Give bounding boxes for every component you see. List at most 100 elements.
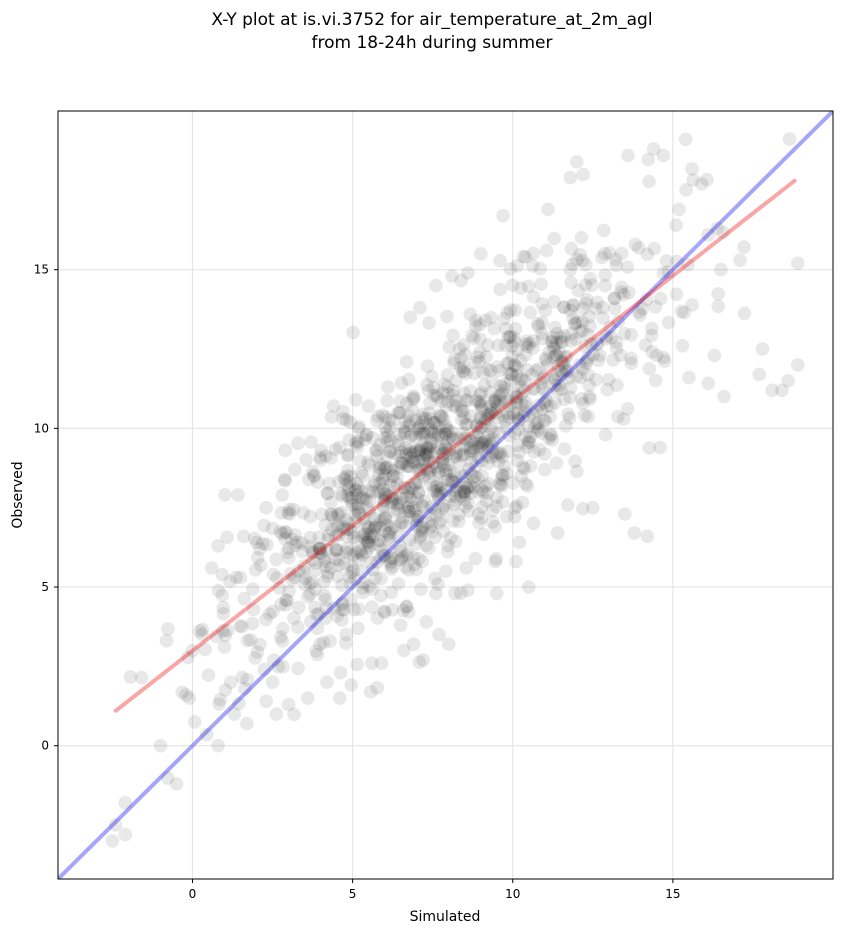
scatter-point (566, 298, 581, 313)
scatter-point (443, 464, 457, 478)
scatter-point (377, 605, 392, 620)
scatter-point (399, 600, 414, 614)
scatter-point (456, 338, 471, 353)
scatter-point (566, 298, 580, 312)
scatter-point (384, 495, 399, 510)
scatter-point (419, 462, 434, 477)
scatter-point (523, 430, 538, 444)
scatter-points (105, 132, 805, 848)
scatter-point (526, 382, 541, 397)
scatter-point (518, 399, 533, 414)
scatter-point (295, 536, 309, 550)
scatter-point (494, 387, 509, 401)
scatter-point (470, 350, 485, 364)
scatter-point (406, 392, 420, 407)
scatter-point (423, 507, 438, 522)
scatter-point (782, 132, 797, 146)
scatter-point (583, 319, 597, 333)
scatter-point (324, 451, 338, 465)
scatter-point (439, 483, 453, 498)
scatter-point (755, 342, 770, 356)
scatter-point (341, 483, 356, 497)
scatter-point (456, 364, 471, 378)
scatter-point (502, 356, 516, 370)
scatter-point (541, 357, 555, 372)
scatter-point (457, 386, 472, 400)
scatter-point (489, 586, 504, 601)
scatter-point (342, 546, 357, 560)
scatter-point (348, 572, 362, 586)
scatter-point (368, 518, 383, 532)
scatter-point (324, 410, 339, 424)
scatter-point (349, 488, 364, 502)
scatter-point (380, 394, 394, 408)
scatter-point (336, 404, 350, 419)
scatter-point (472, 440, 486, 454)
scatter-point (386, 551, 400, 565)
scatter-point (439, 427, 453, 442)
scatter-point (510, 259, 524, 273)
scatter-point (310, 647, 325, 662)
scatter-point (397, 643, 411, 658)
scatter-point (484, 310, 499, 325)
scatter-point (677, 305, 692, 320)
scatter-point (422, 406, 437, 420)
scatter-point (362, 541, 376, 555)
scatter-point (326, 510, 340, 525)
scatter-point (274, 506, 289, 520)
scatter-point (336, 596, 350, 610)
scatter-point (608, 301, 622, 316)
scatter-point (582, 378, 596, 393)
scatter-point (337, 602, 352, 617)
scatter-point (467, 469, 482, 484)
scatter-point (539, 353, 553, 367)
scatter-point (343, 576, 358, 591)
scatter-point (590, 337, 605, 352)
scatter-point (301, 691, 315, 705)
scatter-point (422, 445, 437, 460)
scatter-point (682, 370, 696, 385)
scatter-point (333, 691, 347, 705)
scatter-point (586, 500, 600, 515)
scatter-point (358, 432, 372, 447)
scatter-point (374, 588, 388, 603)
scatter-point (457, 485, 471, 499)
scatter-point (353, 491, 368, 505)
scatter-point (290, 535, 305, 550)
scatter-point (288, 462, 302, 477)
x-tick-label: 5 (349, 887, 357, 901)
scatter-point (404, 450, 419, 465)
scatter-point (428, 446, 442, 460)
scatter-point (423, 520, 437, 535)
scatter-point (510, 390, 524, 405)
scatter-point (448, 494, 463, 508)
scatter-point (330, 520, 345, 534)
scatter-point (395, 550, 410, 565)
scatter-point (669, 218, 683, 232)
scatter-point (440, 368, 455, 382)
scatter-point (313, 542, 328, 556)
scatter-point (248, 563, 263, 577)
scatter-point (279, 525, 294, 540)
scatter-point (527, 420, 542, 435)
scatter-point (393, 539, 408, 554)
scatter-point (339, 636, 353, 650)
scatter-point (547, 295, 561, 309)
scatter-point (499, 466, 514, 481)
scatter-point (403, 481, 417, 496)
scatter-point (419, 445, 434, 460)
scatter-point (441, 544, 455, 559)
scatter-point (737, 240, 751, 254)
scatter-point (439, 399, 454, 414)
scatter-point (381, 429, 395, 443)
scatter-point (463, 409, 478, 423)
scatter-point (459, 432, 473, 446)
scatter-point (674, 304, 689, 319)
scatter-point (456, 426, 471, 441)
scatter-point (425, 525, 439, 539)
scatter-point (330, 609, 344, 623)
scatter-point (428, 416, 443, 430)
scatter-point (479, 479, 493, 494)
scatter-point (403, 415, 417, 430)
scatter-point (456, 360, 471, 375)
